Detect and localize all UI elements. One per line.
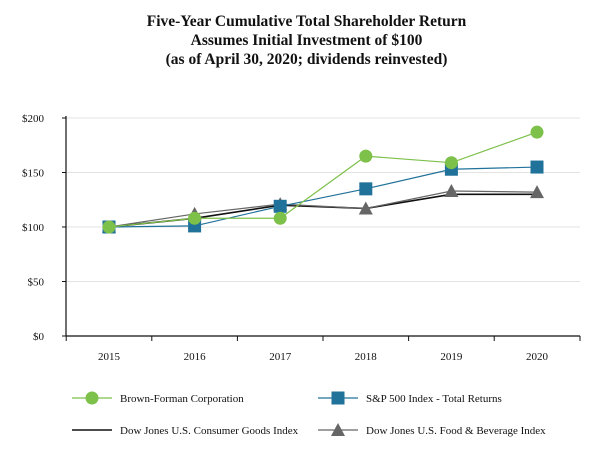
legend-item: Dow Jones U.S. Consumer Goods Index (72, 425, 299, 437)
y-tick-label: $100 (22, 222, 45, 234)
data-point-square (273, 199, 287, 213)
title-line-1: Five-Year Cumulative Total Shareholder R… (146, 13, 467, 30)
x-tick-label: 2019 (440, 351, 463, 363)
series-brown-forman-corporation (102, 125, 544, 234)
legend-item: Dow Jones U.S. Food & Beverage Index (318, 423, 546, 437)
legend-label: Dow Jones U.S. Food & Beverage Index (366, 425, 546, 437)
y-tick-label: $50 (28, 277, 45, 289)
data-point-circle (530, 125, 544, 139)
title-line-2: Assumes Initial Investment of $100 (190, 32, 423, 49)
data-point-square (359, 182, 373, 196)
data-point-triangle (358, 201, 373, 215)
data-point-triangle (331, 423, 345, 436)
series-line (108, 166, 538, 228)
y-tick-label: $200 (22, 113, 45, 125)
legend-item: Brown-Forman Corporation (72, 391, 244, 405)
x-tick-label: 2018 (355, 351, 378, 363)
data-point-triangle (444, 184, 459, 198)
data-point-circle (102, 220, 116, 234)
x-tick-label: 2017 (269, 351, 292, 363)
y-tick-label: $150 (22, 168, 45, 180)
x-tick-label: 2015 (98, 351, 121, 363)
data-point-circle (85, 391, 99, 405)
y-tick-label: $0 (33, 331, 45, 343)
data-point-circle (188, 211, 202, 225)
data-point-square (530, 160, 544, 174)
x-tick-label: 2016 (184, 351, 207, 363)
legend-label: Dow Jones U.S. Consumer Goods Index (120, 425, 299, 437)
legend-label: S&P 500 Index - Total Returns (366, 393, 502, 405)
data-point-circle (273, 211, 287, 225)
series-line (108, 131, 538, 228)
series-dow-jones-u-s-consumer-goods-index (108, 193, 537, 228)
data-point-triangle (530, 185, 544, 199)
chart-title: Five-Year Cumulative Total Shareholder R… (0, 12, 613, 69)
series-s-p-500-index-total-returns (102, 160, 544, 234)
series-line (108, 190, 538, 228)
data-point-circle (444, 156, 458, 170)
legend-item: S&P 500 Index - Total Returns (318, 391, 502, 405)
series-line (108, 193, 537, 228)
data-point-square (331, 391, 345, 405)
title-line-3: (as of April 30, 2020; dividends reinves… (165, 51, 448, 68)
legend-label: Brown-Forman Corporation (120, 393, 244, 405)
x-tick-label: 2020 (526, 351, 549, 363)
data-point-circle (359, 149, 373, 163)
